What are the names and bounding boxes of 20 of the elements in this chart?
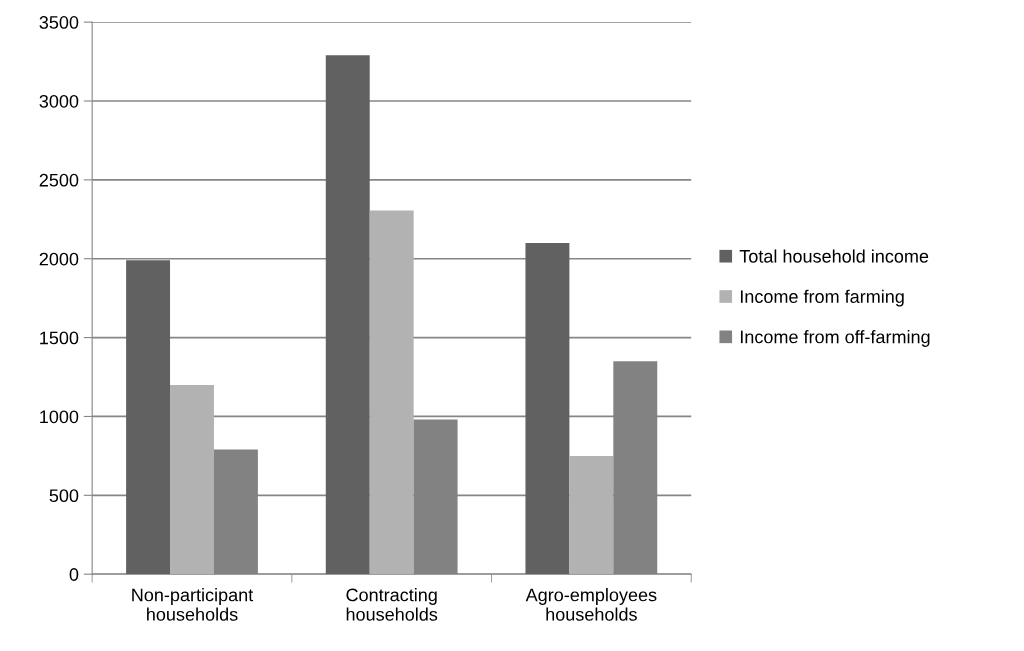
y-tick-label: 3500 bbox=[39, 16, 79, 29]
bar bbox=[525, 242, 570, 575]
y-tick-label: 2500 bbox=[39, 173, 79, 187]
x-tick-label: Non-participant households bbox=[132, 588, 254, 621]
bar bbox=[569, 455, 614, 575]
legend-label: Total household income bbox=[739, 249, 929, 263]
legend-label: Income from off-farming bbox=[740, 330, 930, 347]
y-tick-label: 500 bbox=[49, 489, 79, 503]
y-tick-label: 1500 bbox=[40, 331, 79, 345]
bar bbox=[325, 55, 370, 575]
y-tick-label: 3000 bbox=[39, 94, 79, 108]
legend-label: Income from farming bbox=[740, 289, 904, 307]
x-tick-label: Contracting households bbox=[346, 588, 438, 621]
bar bbox=[170, 384, 214, 575]
bar bbox=[369, 210, 414, 575]
bar bbox=[126, 260, 171, 575]
x-tick-label: Agro-employees households bbox=[525, 588, 657, 621]
y-tick-label: 0 bbox=[69, 568, 79, 581]
y-tick-label: 1000 bbox=[40, 410, 79, 424]
y-tick-label: 2000 bbox=[39, 252, 79, 266]
